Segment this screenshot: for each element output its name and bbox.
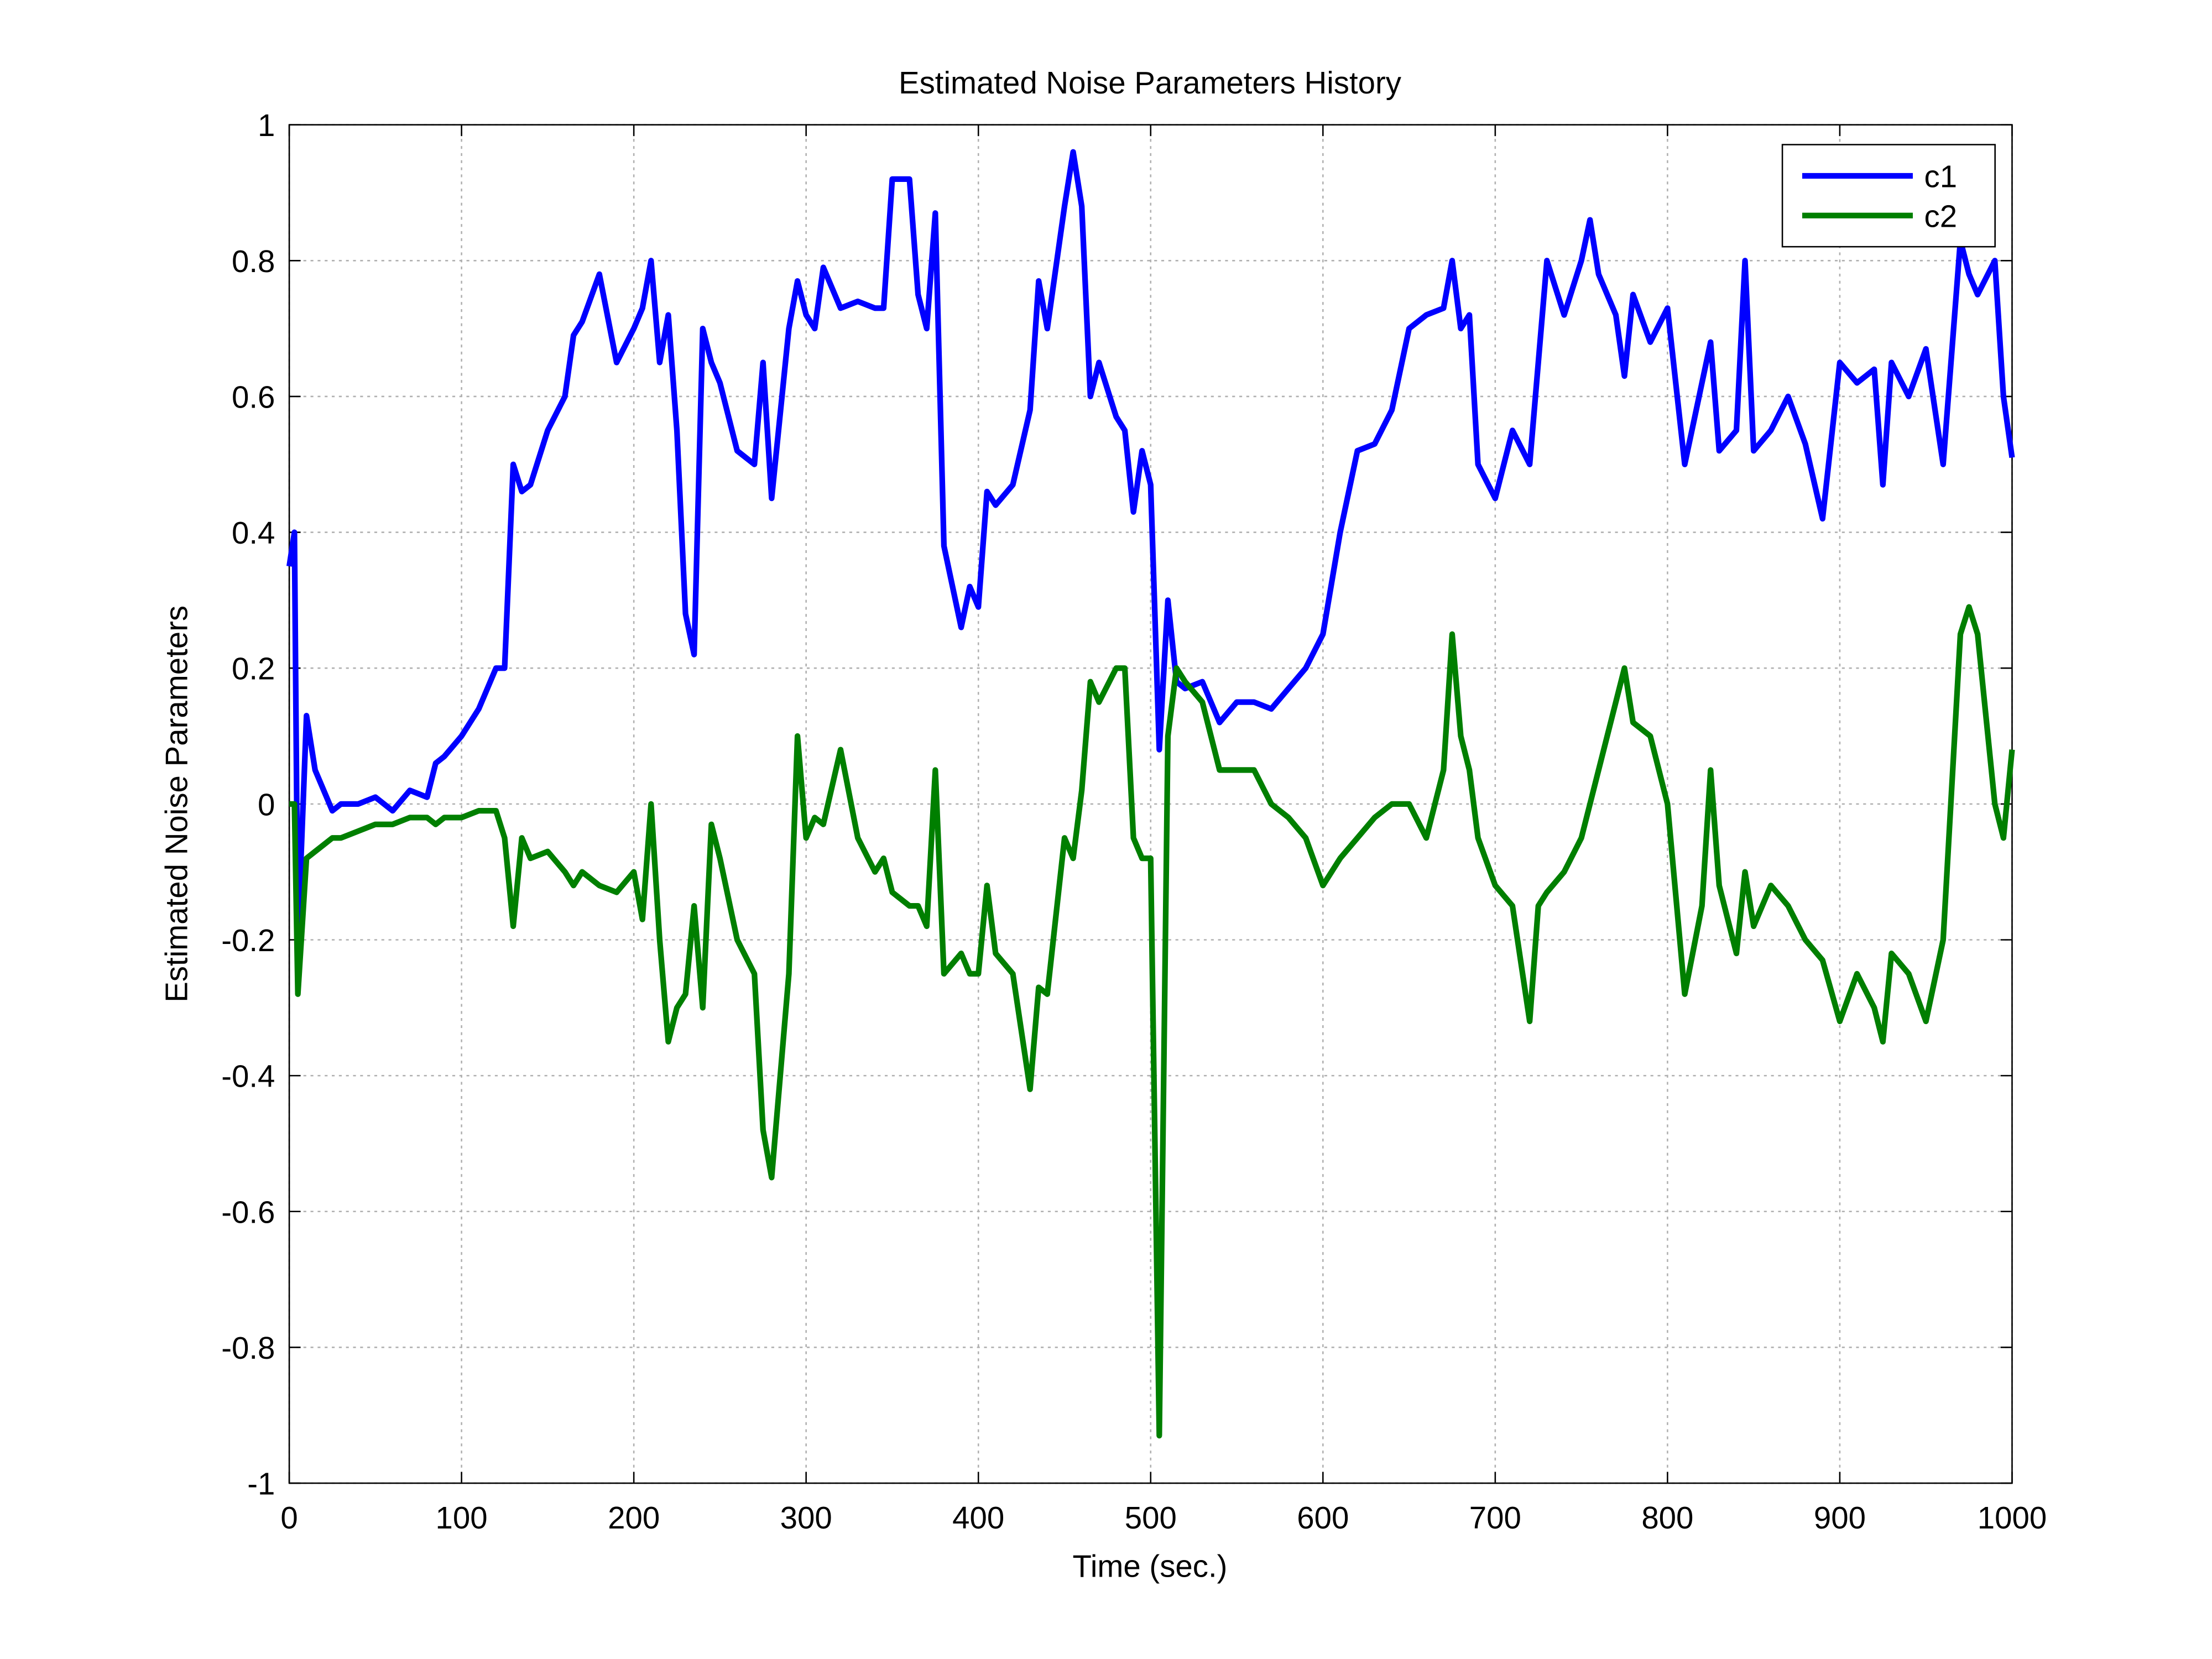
y-tick-label: -0.2 — [221, 923, 275, 958]
x-tick-label: 0 — [280, 1500, 298, 1535]
legend-label: c1 — [1924, 159, 1957, 194]
legend-label: c2 — [1924, 199, 1957, 233]
data-line — [286, 149, 2015, 943]
y-tick-label: -0.6 — [221, 1194, 275, 1229]
y-tick-label: -0.8 — [221, 1331, 275, 1365]
x-tick-label: 200 — [608, 1500, 660, 1535]
x-tick-label: 1000 — [1978, 1500, 2047, 1535]
y-tick-label: 0.4 — [232, 515, 275, 550]
x-tick-label: 800 — [1641, 1500, 1693, 1535]
y-tick-label: 0 — [258, 787, 275, 822]
y-tick-label: -1 — [247, 1467, 275, 1501]
legend-box — [1781, 144, 1996, 248]
chart-title: Estimated Noise Parameters History — [899, 65, 1402, 100]
y-tick-label: 0.2 — [232, 651, 275, 686]
x-tick-label: 700 — [1469, 1500, 1521, 1535]
x-tick-label: 100 — [436, 1500, 488, 1535]
y-tick-label: 0.6 — [232, 379, 275, 414]
y-tick-label: 0.8 — [232, 244, 275, 279]
x-tick-label: 500 — [1125, 1500, 1177, 1535]
x-tick-label: 900 — [1814, 1500, 1866, 1535]
x-axis-label: Time (sec.) — [1073, 1548, 1228, 1583]
y-tick-label: 1 — [258, 108, 275, 143]
x-tick-label: 300 — [780, 1500, 832, 1535]
x-tick-label: 400 — [952, 1500, 1004, 1535]
data-line — [289, 604, 2015, 1439]
x-tick-label: 600 — [1297, 1500, 1349, 1535]
y-tick-label: -0.4 — [221, 1059, 275, 1094]
y-axis-label: Estimated Noise Parameters — [159, 606, 194, 1003]
